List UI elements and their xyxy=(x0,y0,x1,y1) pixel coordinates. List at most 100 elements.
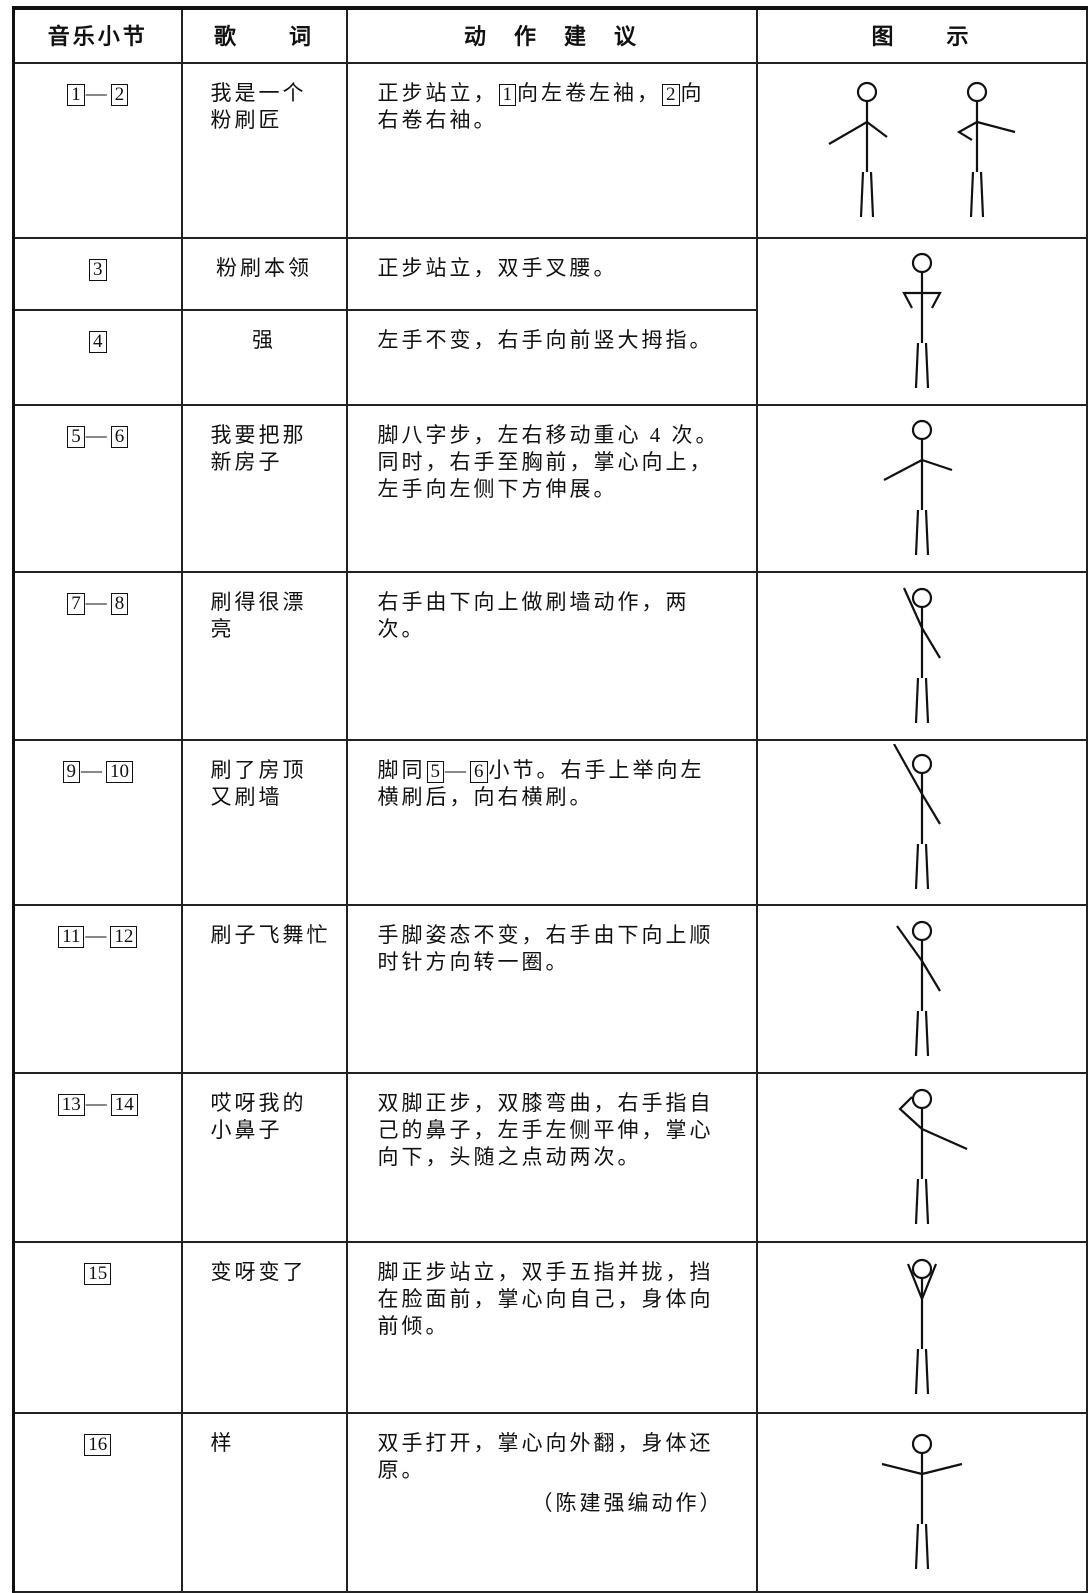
table-row: 4 强 左手不变，右手向前竖大拇指。 xyxy=(12,309,1087,406)
measure-number: 13 xyxy=(57,1094,85,1116)
figure-body xyxy=(895,924,941,1056)
lyric-line: 变呀变了 xyxy=(210,1260,307,1284)
header-cell: 图 示 xyxy=(755,7,1088,64)
lyric-cell: 刷了房顶 又刷墙 xyxy=(180,739,348,906)
figure-head xyxy=(911,920,932,941)
lyric-cell: 样 xyxy=(180,1412,348,1593)
lyric-line: 刷得很漂 xyxy=(210,590,307,614)
action-cell: 手脚姿态不变，右手由下向上顺时针方向转一圈。 xyxy=(345,904,758,1074)
table-row: 11—12 刷子飞舞忙 手脚姿态不变，右手由下向上顺时针方向转一圈。 xyxy=(12,904,1088,1074)
stick-figure xyxy=(897,1088,967,1225)
figure-cell xyxy=(755,237,1088,406)
figure-head xyxy=(911,1088,932,1110)
measure-number: 15 xyxy=(84,1263,112,1285)
measure-number: 12 xyxy=(110,926,138,948)
range-separator: — xyxy=(81,758,105,782)
action-cell: 左手不变，右手向前竖大拇指。 xyxy=(345,309,758,406)
measure-cell: 3 xyxy=(12,237,183,311)
measure-number: 6 xyxy=(110,426,129,448)
figure-body xyxy=(881,1453,962,1570)
range-separator: — xyxy=(85,590,110,614)
action-text: 脚八字步，左右移动重心 4 次。同时，右手至胸前，掌心向上，左手向左侧下方伸展。 xyxy=(377,423,720,501)
measure-number: 9 xyxy=(62,761,80,783)
figure-body xyxy=(956,101,1015,218)
measure-cell: 1—2 xyxy=(12,62,183,239)
figure-head xyxy=(911,1433,932,1455)
action-cell: 脚八字步，左右移动重心 4 次。同时，右手至胸前，掌心向上，左手向左侧下方伸展。 xyxy=(345,404,758,573)
table-row: 5—6 我要把那 新房子 脚八字步，左右移动重心 4 次。同时，右手至胸前，掌心向上，… xyxy=(12,404,1088,573)
lyric-line: 刷子飞舞忙 xyxy=(210,923,331,947)
figure-cell xyxy=(755,739,1088,906)
lyric-line: 粉刷本领 xyxy=(216,256,312,280)
action-text: 脚同 xyxy=(377,758,426,782)
action-text: 正步站立，双手叉腰。 xyxy=(377,256,618,280)
header-cell: 音乐小节 xyxy=(12,7,183,64)
stick-figure xyxy=(892,743,941,890)
measure-number: 16 xyxy=(84,1434,112,1456)
measure-cell: 9—10 xyxy=(12,739,183,906)
measure-cell: 4 xyxy=(12,309,183,406)
figure-cell xyxy=(755,62,1088,239)
stick-figure xyxy=(881,1433,962,1570)
range-separator: — xyxy=(85,1091,110,1115)
figure-cell xyxy=(755,571,1088,741)
measure-cell: 15 xyxy=(12,1241,183,1414)
measure-ref: 1 xyxy=(498,84,516,106)
table-body: 1—2 我是一个 粉刷匠 正步站立， 1 向左卷左袖， 2 向右卷右袖。 3 粉刷本领 正步站立，双… xyxy=(12,62,1088,1593)
stick-figure xyxy=(901,252,942,389)
lyric-line: 强 xyxy=(252,328,276,352)
measure-number: 7 xyxy=(67,593,85,615)
action-text: 右手由下向上做刷墙动作，两次。 xyxy=(377,590,690,641)
measure-ref: 6 xyxy=(470,761,488,783)
action-text: 双脚正步，双膝弯曲，右手指自己的鼻子，左手左侧平伸，掌心向下，头随之点动两次。 xyxy=(377,1091,714,1169)
figure-cell xyxy=(755,1412,1088,1593)
figure-body xyxy=(882,439,952,556)
measure-cell: 5—6 xyxy=(12,404,183,573)
measure-ref: 2 xyxy=(662,84,680,106)
table-row: 7—8 刷得很漂亮右手由下向上做刷墙动作，两次。 xyxy=(12,571,1088,741)
figure-body xyxy=(892,743,941,890)
lyric-line: 小鼻子 xyxy=(210,1118,283,1142)
action-text: 向右卷右袖。 xyxy=(377,81,705,132)
measure-ref: 5 xyxy=(426,761,444,783)
stick-figure xyxy=(827,81,888,218)
figure-body xyxy=(897,1096,967,1225)
figure-body xyxy=(906,1263,937,1395)
measure-number: 8 xyxy=(110,593,129,615)
stick-figure xyxy=(882,419,952,556)
action-text: 左手不变，右手向前竖大拇指。 xyxy=(377,328,714,352)
action-cell: 脚正步站立，双手五指并拢，挡在脸面前，掌心向自己，身体向前倾。 xyxy=(345,1241,758,1414)
action-cell: 双脚正步，双膝弯曲，右手指自己的鼻子，左手左侧平伸，掌心向下，头随之点动两次。 xyxy=(345,1072,758,1243)
stick-figure xyxy=(895,920,941,1056)
measure-number: 3 xyxy=(89,259,107,281)
lyric-cell: 强 xyxy=(180,309,348,406)
action-cell: 脚同 5—6 小节。右手上举向左横刷后，向右横刷。 xyxy=(345,739,758,906)
lyric-line: 哎呀我的 xyxy=(210,1091,307,1115)
range-separator: — xyxy=(85,81,110,105)
measure-cell: 13—14 xyxy=(12,1072,183,1243)
figure-head xyxy=(856,81,877,103)
action-cell: 正步站立， 1 向左卷左袖， 2 向右卷右袖。 xyxy=(345,62,758,239)
figure-cell xyxy=(755,1072,1088,1243)
measure-cell: 16 xyxy=(12,1412,183,1593)
lyric-line: 新房子 xyxy=(210,450,283,474)
lyric-cell: 变呀变了 xyxy=(180,1241,348,1414)
figure-cell xyxy=(755,904,1088,1074)
range-separator: — xyxy=(85,423,110,447)
lyric-line: 刷了房顶 xyxy=(210,758,307,782)
lyric-line: 我是一个 xyxy=(210,81,307,105)
figure-body xyxy=(902,587,941,723)
figure-head xyxy=(911,419,932,441)
lyric-cell: 粉刷本领 xyxy=(180,237,348,311)
range-separator: — xyxy=(85,923,110,947)
lyric-line: 粉刷匠 xyxy=(210,108,283,132)
measure-number: 11 xyxy=(58,926,85,948)
action-text: 手脚姿态不变，右手由下向上顺时针方向转一圈。 xyxy=(377,923,714,974)
lyric-cell: 我是一个 粉刷匠 xyxy=(180,62,348,239)
table-row: 15 变呀变了 脚正步站立，双手五指并拢，挡在脸面前，掌心向自己，身体向前倾。 xyxy=(12,1241,1088,1414)
action-text: — xyxy=(445,758,469,782)
figure-head xyxy=(966,81,987,103)
table-row: 3 粉刷本领 正步站立，双手叉腰。 xyxy=(12,237,1088,406)
action-text: 小节。右手上举向左横刷后，向右横刷。 xyxy=(377,758,705,809)
